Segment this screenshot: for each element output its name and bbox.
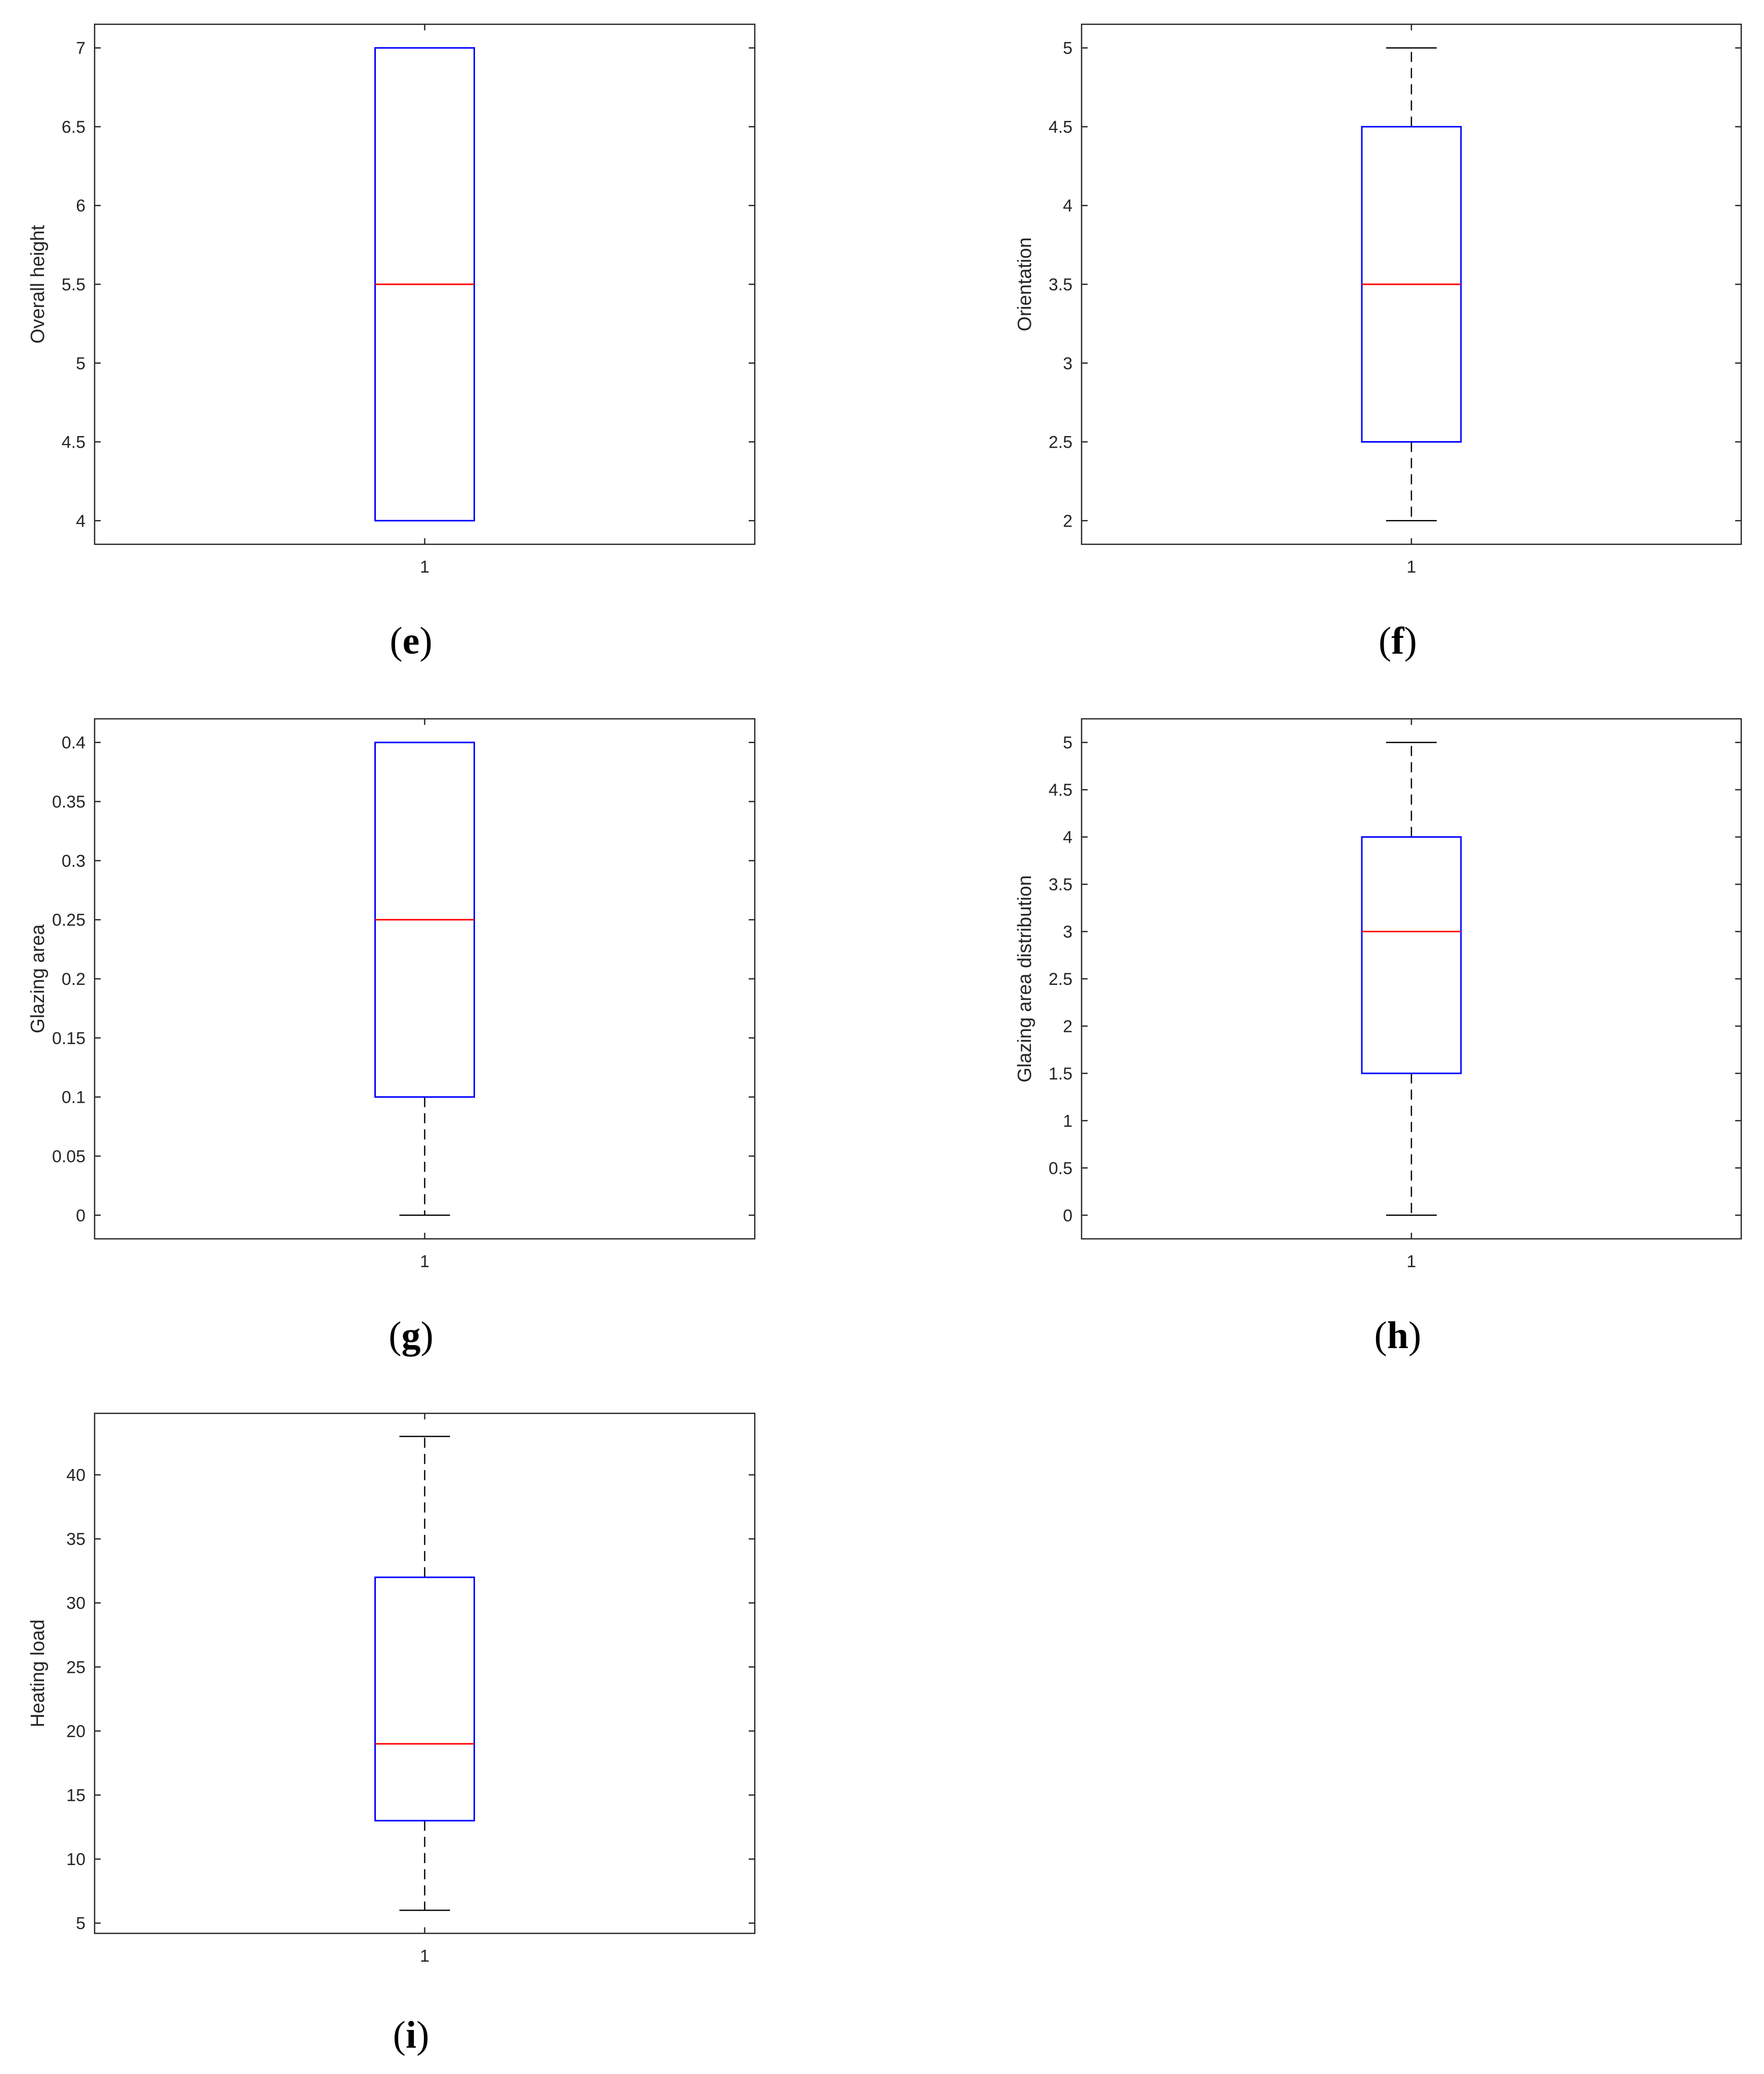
y-tick-label: 3.5 [1049, 875, 1072, 894]
panel-letter: h [1387, 1314, 1408, 1357]
y-tick-label: 25 [66, 1658, 85, 1677]
y-axis-label: Orientation [1014, 237, 1036, 331]
y-tick-label: 0.15 [52, 1029, 85, 1048]
panel-letter: e [403, 620, 420, 662]
y-tick-label: 0.05 [52, 1147, 85, 1166]
iqr-box [374, 1576, 475, 1822]
y-axis-label: Heating load [27, 1619, 49, 1727]
panel-label: (g) [389, 1314, 434, 1357]
panel-label: (i) [393, 2014, 429, 2056]
y-tick-label: 0.25 [52, 911, 85, 930]
y-tick-label: 35 [66, 1530, 85, 1549]
y-tick-label: 0.35 [52, 793, 85, 812]
panel-g: 0 0.05 0.1 0.15 0.2 0.25 0.3 0.35 0.4 1 Glazing ar… [27, 718, 756, 1357]
y-tick-label: 2 [1063, 511, 1072, 531]
panel-label: (f) [1379, 620, 1417, 662]
y-tick-label: 4.5 [1049, 781, 1072, 800]
y-tick-label: 15 [66, 1786, 85, 1805]
y-tick-label: 7 [76, 39, 85, 58]
y-tick-label: 0.1 [62, 1088, 85, 1107]
y-tick-label: 5 [1063, 39, 1072, 58]
y-tick-label: 4.5 [62, 433, 85, 452]
y-tick-label: 1 [1063, 1111, 1072, 1131]
panel-label: (e) [390, 620, 432, 662]
panel-letter: g [402, 1314, 421, 1357]
panel-h: 0 0.5 1 1.5 2 2.5 3 3.5 4 4.5 5 1 Glazing area distr… [1014, 718, 1742, 1357]
x-tick-label: 1 [420, 1947, 429, 1966]
panel-i: 5 10 15 20 25 30 35 40 1 Heating load (i) [27, 1412, 756, 2056]
y-tick-label: 3.5 [1049, 275, 1072, 294]
y-tick-label: 3 [1063, 354, 1072, 373]
x-tick-label: 1 [1407, 557, 1416, 577]
y-tick-label: 0.4 [62, 733, 85, 753]
y-tick-label: 5 [1063, 733, 1072, 753]
y-tick-label: 2.5 [1049, 970, 1072, 989]
y-tick-label: 0.2 [62, 970, 85, 989]
y-tick-label: 0.5 [1049, 1159, 1072, 1178]
y-tick-label: 4 [1063, 196, 1072, 215]
y-tick-label: 10 [66, 1850, 85, 1869]
y-tick-label: 4 [76, 511, 85, 531]
y-tick-label: 20 [66, 1722, 85, 1741]
axes-frame [94, 718, 756, 1240]
y-tick-label: 2.5 [1049, 433, 1072, 452]
y-tick-label: 30 [66, 1594, 85, 1613]
y-tick-label: 1.5 [1049, 1064, 1072, 1084]
panel-label: (h) [1374, 1314, 1422, 1357]
x-tick-label: 1 [420, 1252, 429, 1271]
iqr-box [1361, 836, 1462, 1074]
y-tick-label: 4 [1063, 828, 1072, 847]
y-tick-label: 0.3 [62, 851, 85, 871]
y-axis-label: Glazing area [27, 924, 49, 1033]
x-tick-label: 1 [420, 557, 429, 577]
y-tick-label: 2 [1063, 1017, 1072, 1036]
y-tick-label: 5.5 [62, 275, 85, 294]
y-axis-label: Overall height [27, 225, 49, 343]
y-tick-label: 6.5 [62, 117, 85, 137]
panel-letter: i [406, 2014, 416, 2056]
y-tick-label: 40 [66, 1466, 85, 1485]
panel-f: 2 2.5 3 3.5 4 4.5 5 1 Orientation (f) [1014, 23, 1742, 662]
y-axis-label: Glazing area distribution [1014, 875, 1036, 1083]
panel-letter: f [1391, 620, 1405, 662]
y-tick-label: 0 [1063, 1206, 1072, 1225]
y-tick-label: 0 [76, 1206, 85, 1225]
y-tick-label: 4.5 [1049, 117, 1072, 137]
y-tick-label: 6 [76, 196, 85, 215]
panel-e: 4 4.5 5 5.5 6 6.5 7 1 Overall height (e) [27, 23, 756, 662]
x-tick-label: 1 [1407, 1252, 1416, 1271]
y-tick-label: 5 [76, 354, 85, 373]
y-tick-label: 3 [1063, 923, 1072, 942]
y-tick-label: 5 [76, 1914, 85, 1933]
